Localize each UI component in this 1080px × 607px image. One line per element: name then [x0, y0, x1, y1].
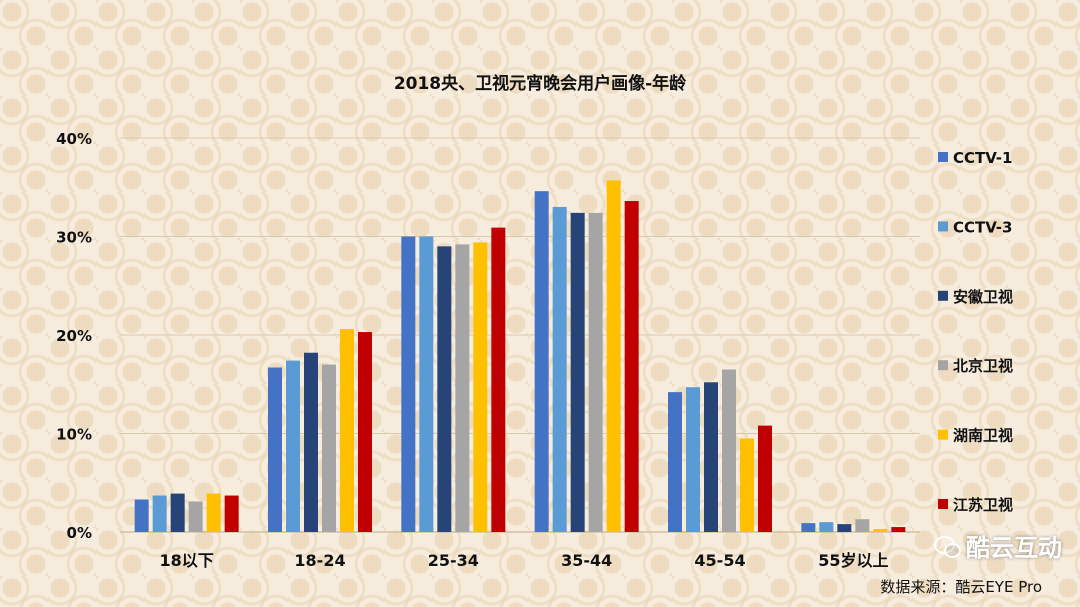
x-axis-ticks: 18以下 18-24 25-34 35-44 45-54 55岁以上	[160, 551, 889, 570]
bar	[170, 493, 185, 532]
bar	[358, 332, 372, 532]
bar	[837, 524, 852, 532]
x-tick-label: 18-24	[294, 551, 345, 570]
x-tick-label: 55岁以上	[818, 551, 888, 570]
bar	[606, 180, 621, 533]
legend-label: 江苏卫视	[953, 496, 1013, 514]
legend-label: CCTV-3	[953, 218, 1012, 236]
legend-swatch	[938, 152, 948, 162]
x-tick-label: 45-54	[694, 551, 745, 570]
bar	[686, 387, 700, 532]
bar	[304, 352, 318, 532]
bar	[668, 392, 682, 532]
bar	[704, 382, 718, 532]
watermark: 酷云互动	[934, 528, 1062, 563]
x-tick-label: 25-34	[428, 551, 479, 570]
source-note: 数据来源：酷云EYE Pro	[880, 578, 1042, 596]
bar	[873, 529, 888, 532]
bar	[758, 425, 772, 532]
y-tick-label: 40%	[56, 130, 92, 148]
bar	[588, 212, 603, 533]
bar	[473, 242, 488, 532]
bar	[152, 495, 167, 532]
y-tick-label: 20%	[56, 327, 92, 345]
x-tick-label: 35-44	[561, 551, 612, 570]
bars	[134, 180, 906, 533]
bar	[722, 369, 736, 532]
legend-swatch	[938, 429, 948, 440]
bar	[855, 519, 870, 532]
legend-swatch	[938, 499, 948, 509]
legend-label: 北京卫视	[953, 357, 1013, 375]
bar	[268, 367, 282, 532]
y-tick-label: 0%	[67, 524, 92, 542]
bar	[801, 523, 816, 532]
gridlines	[120, 137, 920, 533]
bar	[224, 495, 239, 532]
legend-label: CCTV-1	[953, 149, 1012, 167]
y-tick-label: 10%	[56, 426, 92, 444]
bar	[419, 236, 434, 532]
y-tick-label: 30%	[56, 229, 92, 247]
bar	[322, 364, 336, 532]
bar	[286, 360, 300, 532]
bar	[401, 236, 416, 532]
chart-title: 2018央、卫视元宵晚会用户画像-年龄	[394, 73, 687, 94]
legend-swatch	[938, 360, 948, 371]
legend-label: 安徽卫视	[953, 288, 1013, 306]
bar	[206, 493, 221, 532]
watermark-text: 酷云互动	[966, 534, 1062, 562]
bar	[134, 499, 149, 532]
x-tick-label: 18以下	[160, 551, 214, 570]
bar	[534, 191, 549, 532]
bar	[437, 246, 452, 532]
bar	[455, 244, 470, 532]
bar	[624, 201, 639, 533]
wechat-icon	[934, 535, 961, 558]
bar	[188, 501, 203, 532]
legend-swatch	[938, 290, 948, 301]
bar	[740, 438, 754, 532]
y-axis-ticks: 0% 10% 20% 30% 40%	[56, 130, 92, 542]
bar	[491, 227, 506, 532]
bar	[552, 206, 567, 532]
legend-swatch	[938, 221, 948, 232]
bar	[891, 527, 906, 532]
bar	[340, 329, 354, 532]
legend-label: 湖南卫视	[953, 427, 1013, 445]
bar	[570, 212, 585, 533]
bar	[819, 522, 834, 532]
